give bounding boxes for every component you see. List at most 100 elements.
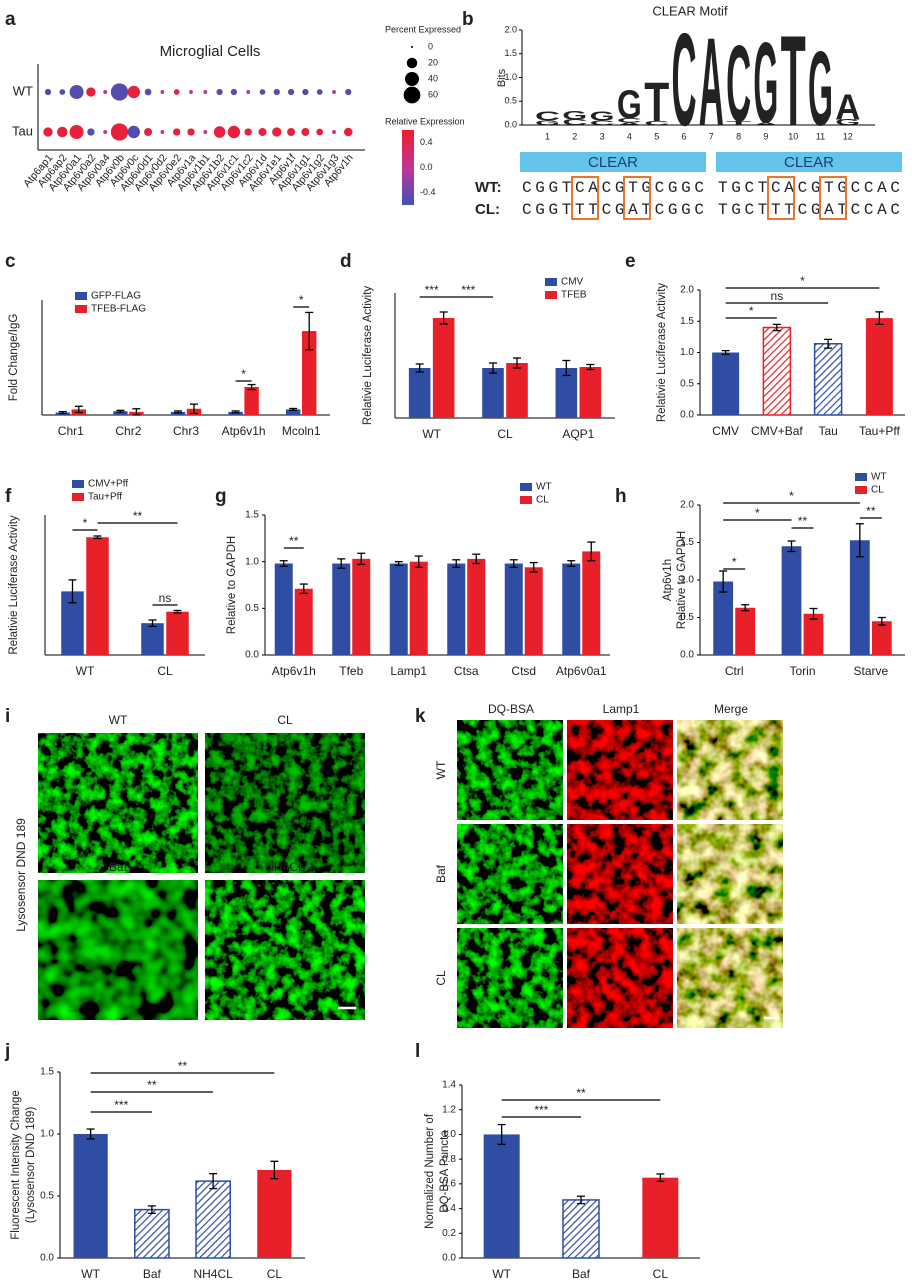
- legend-label: TFEB-FLAG: [91, 304, 146, 315]
- significance-label: ***: [461, 283, 475, 297]
- bar: [244, 387, 259, 415]
- legend-swatch: [855, 486, 867, 494]
- dot: [203, 90, 208, 94]
- bar: [86, 537, 109, 655]
- colorbar-label: -0.4: [420, 187, 436, 197]
- motif-letter: T: [644, 72, 669, 134]
- significance-label: *: [299, 293, 304, 307]
- bar: [642, 1177, 679, 1258]
- y-tick-label: 0.8: [442, 1154, 456, 1165]
- dot: [110, 83, 129, 101]
- bar: [781, 546, 802, 655]
- dot: [87, 128, 95, 136]
- dot: [316, 89, 323, 95]
- dot: [59, 89, 66, 95]
- y-tick-label: 0.0: [40, 1253, 54, 1264]
- dot: [44, 88, 52, 96]
- y-tick-label: 0.5: [504, 96, 517, 106]
- y-tick-label: 0.6: [442, 1178, 456, 1189]
- x-tick-label: AQP1: [562, 427, 594, 441]
- dot: [287, 127, 296, 137]
- legend-swatch: [75, 305, 87, 313]
- motif-letter: T: [781, 10, 806, 153]
- x-tick-label: Mcoln1: [282, 424, 321, 438]
- image-label: NH4CL: [265, 860, 305, 874]
- legend-label: WT: [536, 482, 552, 493]
- legend-swatch: [72, 480, 84, 488]
- dot: [273, 88, 280, 96]
- bar: [195, 1180, 231, 1259]
- significance-label: ***: [425, 283, 439, 297]
- image-label: CL: [277, 713, 293, 727]
- motif-letter: A: [753, 122, 778, 126]
- y-tick-label: 1.4: [442, 1080, 456, 1091]
- motif-letter: A: [617, 122, 642, 126]
- y-axis-label: Relative to GAPDH: [676, 531, 688, 629]
- bar: [408, 368, 431, 418]
- y-tick-label: 0.0: [245, 650, 259, 661]
- bar: [849, 540, 870, 655]
- panel-letter: a: [5, 9, 16, 30]
- row-label: Tau: [12, 123, 33, 138]
- dot: [316, 128, 324, 136]
- bar: [506, 363, 528, 418]
- micrograph: [677, 720, 783, 820]
- site-box: [520, 152, 706, 172]
- dot: [103, 90, 108, 94]
- dot: [43, 127, 53, 137]
- bar: [871, 621, 892, 655]
- legend-title: Percent Expressed: [385, 24, 461, 34]
- bar: [713, 581, 734, 655]
- legend-swatch: [520, 483, 532, 491]
- dot: [272, 127, 282, 137]
- row-label: WT: [434, 760, 448, 779]
- dot: [110, 123, 129, 141]
- motif-letter: G: [590, 109, 615, 124]
- x-tick-label: Chr3: [173, 424, 199, 438]
- panel-letter: d: [340, 251, 352, 272]
- micrograph: [457, 824, 563, 924]
- x-tick-label: CL: [497, 427, 513, 441]
- y-axis-label: Relativie Luciferase Activity: [8, 515, 20, 655]
- panel-letter: c: [5, 251, 16, 272]
- bar: [389, 563, 408, 655]
- bar: [141, 623, 164, 655]
- significance-label: *: [755, 506, 760, 520]
- dot: [127, 85, 141, 99]
- legend-title: Relative Expression: [385, 116, 465, 126]
- x-tick-label: CL: [653, 1267, 669, 1280]
- y-tick-label: 0.4: [442, 1203, 456, 1214]
- micrograph: [567, 824, 673, 924]
- legend-dot: [404, 71, 420, 87]
- dot: [345, 88, 352, 96]
- legend-swatch: [545, 278, 557, 286]
- legend-label: Tau+Pff: [88, 492, 122, 503]
- x-tick-label: 11: [816, 131, 825, 141]
- dot: [189, 90, 193, 94]
- legend-label: CL: [536, 495, 549, 506]
- bar: [352, 558, 371, 655]
- bar: [524, 567, 543, 655]
- image-label: Lamp1: [603, 702, 640, 716]
- x-tick-label: 1: [545, 131, 550, 141]
- bar: [735, 607, 756, 655]
- panel-letter: l: [415, 1041, 420, 1062]
- dot: [57, 126, 68, 138]
- motif-letter: C: [726, 24, 751, 145]
- significance-label: *: [800, 274, 805, 288]
- legend-label: TFEB: [561, 290, 587, 301]
- colorbar-label: 0.4: [420, 137, 433, 147]
- significance-label: *: [83, 516, 88, 530]
- y-tick-label: 0.0: [504, 119, 517, 129]
- motif-letter: T: [726, 120, 751, 126]
- x-tick-label: Ctsa: [454, 664, 479, 678]
- sequence-name: CL:: [475, 201, 500, 218]
- significance-label: *: [241, 367, 246, 381]
- y-tick-label: 1.0: [40, 1129, 54, 1140]
- x-tick-label: Starve: [853, 664, 888, 678]
- image-label: WT: [109, 713, 128, 727]
- dot: [216, 88, 223, 96]
- x-tick-label: Chr2: [115, 424, 141, 438]
- motif-letter: G: [617, 82, 642, 127]
- y-tick-label: 1.0: [245, 556, 259, 567]
